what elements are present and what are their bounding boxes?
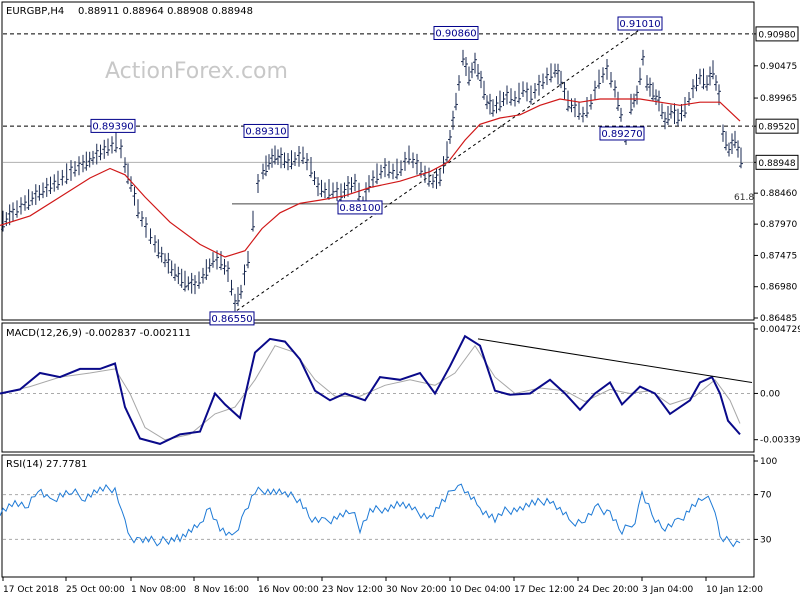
price-level-badge-label: 0.89520	[758, 123, 795, 133]
macd-tick-label: 0.004729	[760, 325, 800, 335]
price-annotation-label: 0.91010	[619, 19, 660, 30]
ohlc-readout: 0.88911 0.88964 0.88908 0.88948	[78, 6, 253, 17]
price-tick-label: 0.87970	[760, 220, 797, 230]
x-tick-label: 3 Jan 04:00	[642, 585, 694, 595]
rsi-layer: 100 70 30	[0, 457, 777, 548]
price-annotation-label: 0.89310	[245, 126, 286, 137]
rsi-title: RSI(14) 27.7781	[6, 459, 87, 470]
x-tick-label: 16 Nov 00:00	[258, 585, 319, 595]
x-tick-label: 30 Nov 20:00	[386, 585, 447, 595]
price-annotation-label: 0.90860	[435, 28, 476, 39]
x-tick-label: 17 Dec 12:00	[514, 585, 575, 595]
price-annotation-label: 0.89390	[92, 121, 133, 132]
price-tick-label: 0.86485	[760, 314, 797, 324]
x-tick-label: 10 Jan 12:00	[706, 585, 763, 595]
price-tick-label: 0.90475	[760, 62, 797, 72]
macd-title: MACD(12,26,9) -0.002837 -0.002111	[6, 328, 191, 339]
price-tick-label: 0.87475	[760, 251, 797, 261]
price-annotation-box	[243, 123, 289, 138]
price-tick-label: 0.86980	[760, 283, 797, 293]
watermark: ActionForex.com	[105, 59, 288, 84]
moving-average-line	[0, 98, 741, 258]
price-panel-frame	[1, 1, 755, 321]
price-annotation-box	[90, 118, 136, 133]
price-annotation-box	[209, 311, 255, 326]
symbol-label: EURGBP,H4	[6, 6, 64, 17]
x-tick-label: 23 Nov 12:00	[322, 585, 383, 595]
x-axis: 17 Oct 2018 25 Oct 00:00 1 Nov 08:00 8 Nov …	[2, 577, 763, 595]
rsi-line	[0, 483, 741, 548]
macd-panel-frame	[1, 322, 755, 453]
price-annotation-box	[337, 200, 383, 215]
price-level-badge-label: 0.88948	[758, 159, 795, 169]
fib-618-label: 61.8	[734, 193, 754, 203]
x-tick-label: 8 Nov 16:00	[194, 585, 249, 595]
price-annotation-label: 0.86550	[211, 314, 252, 325]
macd-tick-label: 0.00	[760, 389, 780, 399]
price-level-badge-label: 0.90980	[758, 30, 795, 40]
price-layer: 0.90980 0.90475 0.89965 0.89520 0.88948 0.884…	[0, 16, 799, 326]
rsi-tick-label: 100	[760, 457, 777, 467]
price-annotation-box	[617, 16, 663, 31]
price-annotation-box	[433, 25, 479, 40]
price-level-badge	[755, 26, 799, 42]
x-tick-label: 17 Oct 2018	[3, 585, 59, 595]
macd-signal-line	[0, 344, 741, 441]
rsi-tick-label: 70	[760, 491, 772, 501]
price-annotation-box	[599, 126, 645, 141]
x-tick-label: 25 Oct 00:00	[66, 585, 125, 595]
macd-main-line	[0, 334, 741, 445]
price-level-badge	[755, 118, 799, 134]
price-annotation-label: 0.88100	[339, 203, 380, 214]
macd-trendline	[477, 338, 753, 384]
rsi-tick-label: 30	[760, 535, 772, 545]
x-tick-label: 24 Dec 20:00	[578, 585, 639, 595]
price-level-badge	[755, 154, 799, 170]
price-tick-label: 0.88460	[760, 189, 797, 199]
price-tick-label: 0.89965	[760, 94, 797, 104]
x-tick-label: 10 Dec 04:00	[450, 585, 511, 595]
rsi-panel-frame	[1, 454, 755, 578]
x-tick-label: 1 Nov 08:00	[131, 585, 186, 595]
price-annotation-label: 0.89270	[601, 129, 642, 140]
